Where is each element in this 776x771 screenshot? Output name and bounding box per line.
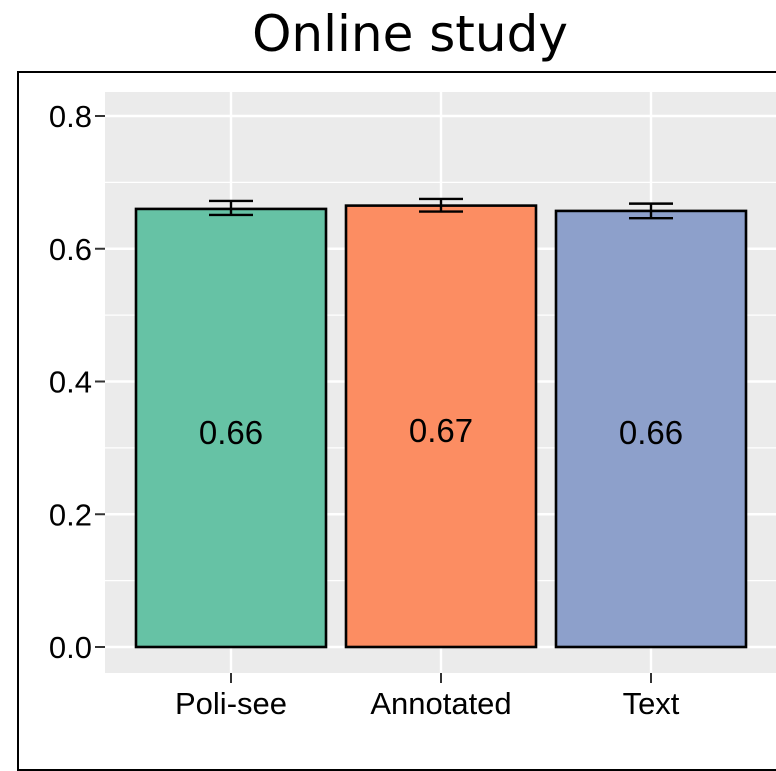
y-tick-label: 0.8 (49, 99, 92, 134)
y-axis: 0.0 0.2 0.4 0.6 0.8 (49, 99, 105, 665)
x-tick-label: Annotated (370, 686, 511, 721)
chart-title: Online study (252, 5, 568, 63)
bar-value-label: 0.67 (409, 412, 473, 449)
y-tick-label: 0.6 (49, 232, 92, 267)
y-tick-label: 0.2 (49, 497, 92, 532)
error-bars (209, 197, 673, 220)
x-tick-label: Poli-see (175, 686, 287, 721)
bar-annotated (344, 204, 538, 649)
y-tick-label: 0.0 (49, 630, 92, 665)
x-tick-label: Text (623, 686, 680, 721)
bar-chart: 0.66 0.67 0.66 0.0 0.2 0.4 0.6 0.8 Poli-see Ann… (49, 92, 776, 721)
y-tick-label: 0.4 (49, 365, 92, 400)
bar-text (554, 209, 748, 649)
value-labels: 0.66 0.67 0.66 (199, 412, 683, 451)
bar-value-label: 0.66 (199, 414, 263, 451)
bar-value-label: 0.66 (619, 414, 683, 451)
x-axis: Poli-see Annotated Text (175, 673, 680, 721)
